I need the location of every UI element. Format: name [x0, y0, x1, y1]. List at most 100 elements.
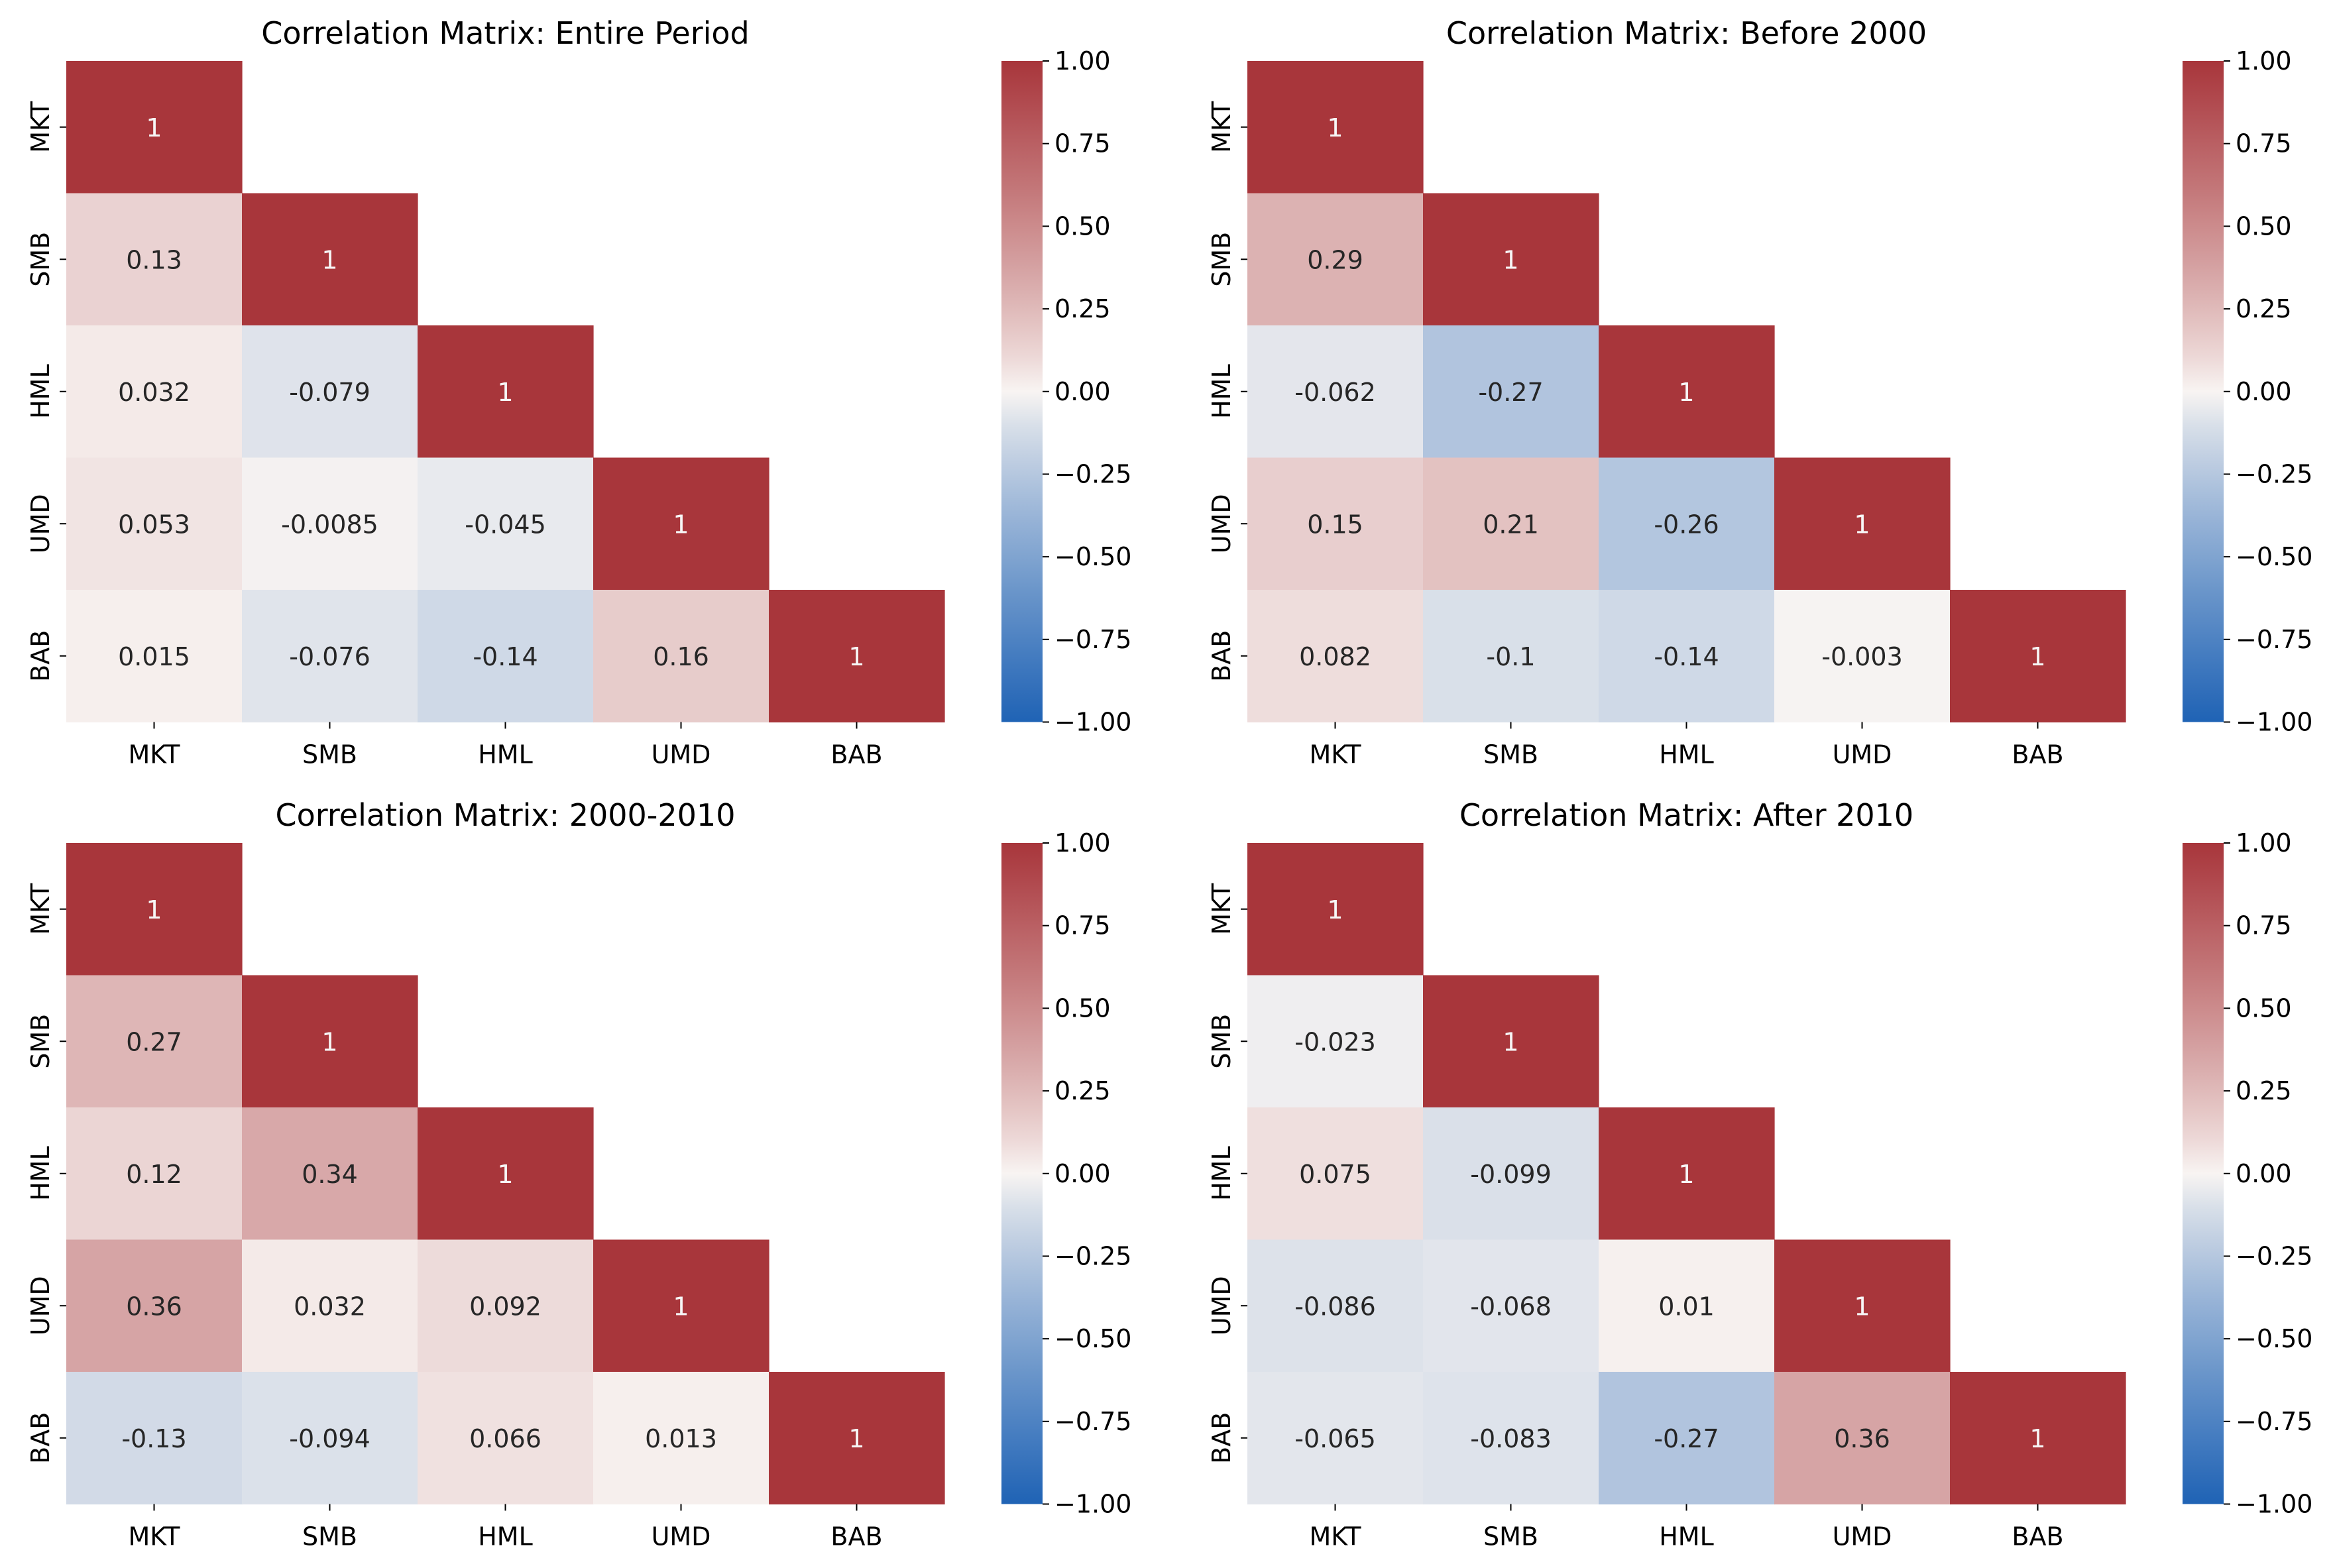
colorbar-tick-label: −0.25: [1054, 459, 1131, 488]
cell-annotation: -0.079: [289, 378, 370, 407]
y-tick-label: SMB: [26, 1014, 55, 1069]
cell-annotation: -0.14: [473, 642, 538, 671]
cell-annotation: 1: [2029, 642, 2045, 671]
x-tick-label: MKT: [129, 740, 181, 769]
heatmap-cell: [1423, 193, 1599, 326]
x-tick-label: MKT: [1310, 740, 1362, 769]
heatmap-cell: [66, 457, 243, 590]
colorbar-tick-label: 1.00: [2236, 828, 2292, 858]
x-tick-label: HML: [478, 1522, 533, 1551]
heatmap-cell: [1247, 1239, 1424, 1372]
heatmap-cell: [1423, 1239, 1599, 1372]
cell-annotation: -0.086: [1294, 1292, 1376, 1321]
cell-annotation: 1: [1854, 510, 1870, 539]
x-tick-label: HML: [1659, 740, 1714, 769]
y-tick-label: UMD: [1207, 1276, 1236, 1335]
colorbar-tick-label: 0.00: [1054, 377, 1111, 406]
cell-annotation: -0.065: [1294, 1424, 1376, 1453]
heatmap-cell: [242, 975, 418, 1108]
cell-annotation: 1: [1327, 895, 1343, 924]
heatmap-cell: [66, 325, 243, 459]
y-tick-label: UMD: [1207, 494, 1236, 553]
heatmap-cell: [1423, 325, 1599, 459]
colorbar-tick-label: −0.50: [2236, 542, 2312, 571]
colorbar-tick-label: −0.25: [2236, 459, 2312, 488]
heatmap-cell: [242, 457, 418, 590]
cell-annotation: -0.27: [1478, 378, 1543, 407]
colorbar-tick-label: −1.00: [1054, 708, 1131, 737]
colorbar-tick-label: 0.75: [1054, 129, 1111, 158]
y-tick-label: BAB: [1207, 1412, 1236, 1464]
y-tick-label: HML: [26, 1146, 55, 1201]
x-tick-label: SMB: [302, 740, 357, 769]
heatmap-cell: [242, 590, 418, 723]
cell-annotation: 0.082: [1299, 642, 1371, 671]
cell-annotation: 1: [848, 1424, 864, 1453]
y-tick-label: HML: [26, 364, 55, 419]
cell-annotation: -0.0085: [281, 510, 378, 539]
chart-title: Correlation Matrix: Entire Period: [261, 15, 750, 51]
heatmap-cell: [1247, 325, 1424, 459]
heatmap-cell: [769, 1372, 945, 1505]
heatmap-cell: [418, 457, 594, 590]
y-tick-label: UMD: [26, 494, 55, 553]
x-tick-label: UMD: [652, 740, 711, 769]
heatmap-cell: [769, 590, 945, 723]
colorbar-tick-label: −0.25: [1054, 1241, 1131, 1270]
y-tick-label: MKT: [1207, 101, 1236, 153]
colorbar-tick-label: 1.00: [1054, 46, 1111, 76]
cell-annotation: -0.003: [1821, 642, 1903, 671]
heatmap-cell: [418, 1239, 594, 1372]
heatmap-cell: [1247, 61, 1424, 194]
cell-annotation: 0.032: [294, 1292, 366, 1321]
x-tick-label: SMB: [302, 1522, 357, 1551]
colorbar-tick-label: −0.50: [1054, 542, 1131, 571]
heatmap-cell: [66, 193, 243, 326]
cell-annotation: 0.066: [469, 1424, 541, 1453]
chart-title: Correlation Matrix: After 2010: [1459, 797, 1913, 833]
x-tick-label: UMD: [1833, 1522, 1892, 1551]
heatmap-cell: [1599, 1107, 1775, 1241]
colorbar-tick-label: 0.75: [2236, 129, 2292, 158]
y-tick-label: MKT: [26, 883, 55, 935]
x-tick-label: BAB: [2012, 740, 2063, 769]
cell-annotation: 1: [2029, 1424, 2045, 1453]
cell-annotation: 1: [146, 895, 162, 924]
heatmap-cell: [66, 1107, 243, 1241]
colorbar: [1001, 843, 1043, 1504]
x-tick-label: SMB: [1483, 740, 1538, 769]
y-tick-label: MKT: [26, 101, 55, 153]
y-tick-label: BAB: [26, 1412, 55, 1464]
x-tick-label: BAB: [830, 1522, 882, 1551]
heatmap-cell: [418, 1107, 594, 1241]
cell-annotation: 0.16: [653, 642, 709, 671]
cell-annotation: -0.099: [1470, 1160, 1552, 1189]
heatmap-cell: [242, 1107, 418, 1241]
y-tick-label: BAB: [26, 630, 55, 682]
cell-annotation: -0.13: [121, 1424, 186, 1453]
heatmap-cell: [1247, 193, 1424, 326]
heatmap-cell: [242, 1239, 418, 1372]
heatmap-panel-1: Correlation Matrix: Entire Period 1 0.13 1 0…: [26, 15, 1131, 769]
cell-annotation: 0.13: [126, 245, 182, 274]
y-tick-label: MKT: [1207, 883, 1236, 935]
colorbar-tick-label: −0.75: [1054, 1407, 1131, 1436]
heatmap-cell: [1247, 975, 1424, 1108]
heatmap-cell: [1950, 590, 2126, 723]
x-tick-label: MKT: [1310, 1522, 1362, 1551]
colorbar-tick-label: −0.50: [1054, 1324, 1131, 1353]
heatmap-cell: [1423, 457, 1599, 590]
y-tick-label: HML: [1207, 1146, 1236, 1201]
chart-title: Correlation Matrix: Before 2000: [1446, 15, 1927, 51]
cell-annotation: 0.01: [1658, 1292, 1715, 1321]
cell-annotation: 1: [1854, 1292, 1870, 1321]
cell-annotation: -0.083: [1470, 1424, 1552, 1453]
colorbar: [2183, 61, 2224, 722]
heatmap-cell: [1247, 843, 1424, 976]
heatmap-panel-3: Correlation Matrix: 2000-2010 1 0.27 1 0.12 0…: [26, 797, 1131, 1551]
heatmap-cell: [1423, 975, 1599, 1108]
cell-annotation: -0.062: [1294, 378, 1376, 407]
heatmap-panel-2: Correlation Matrix: Before 2000 1 0.29 1 -0.…: [1207, 15, 2312, 769]
colorbar: [2183, 843, 2224, 1504]
